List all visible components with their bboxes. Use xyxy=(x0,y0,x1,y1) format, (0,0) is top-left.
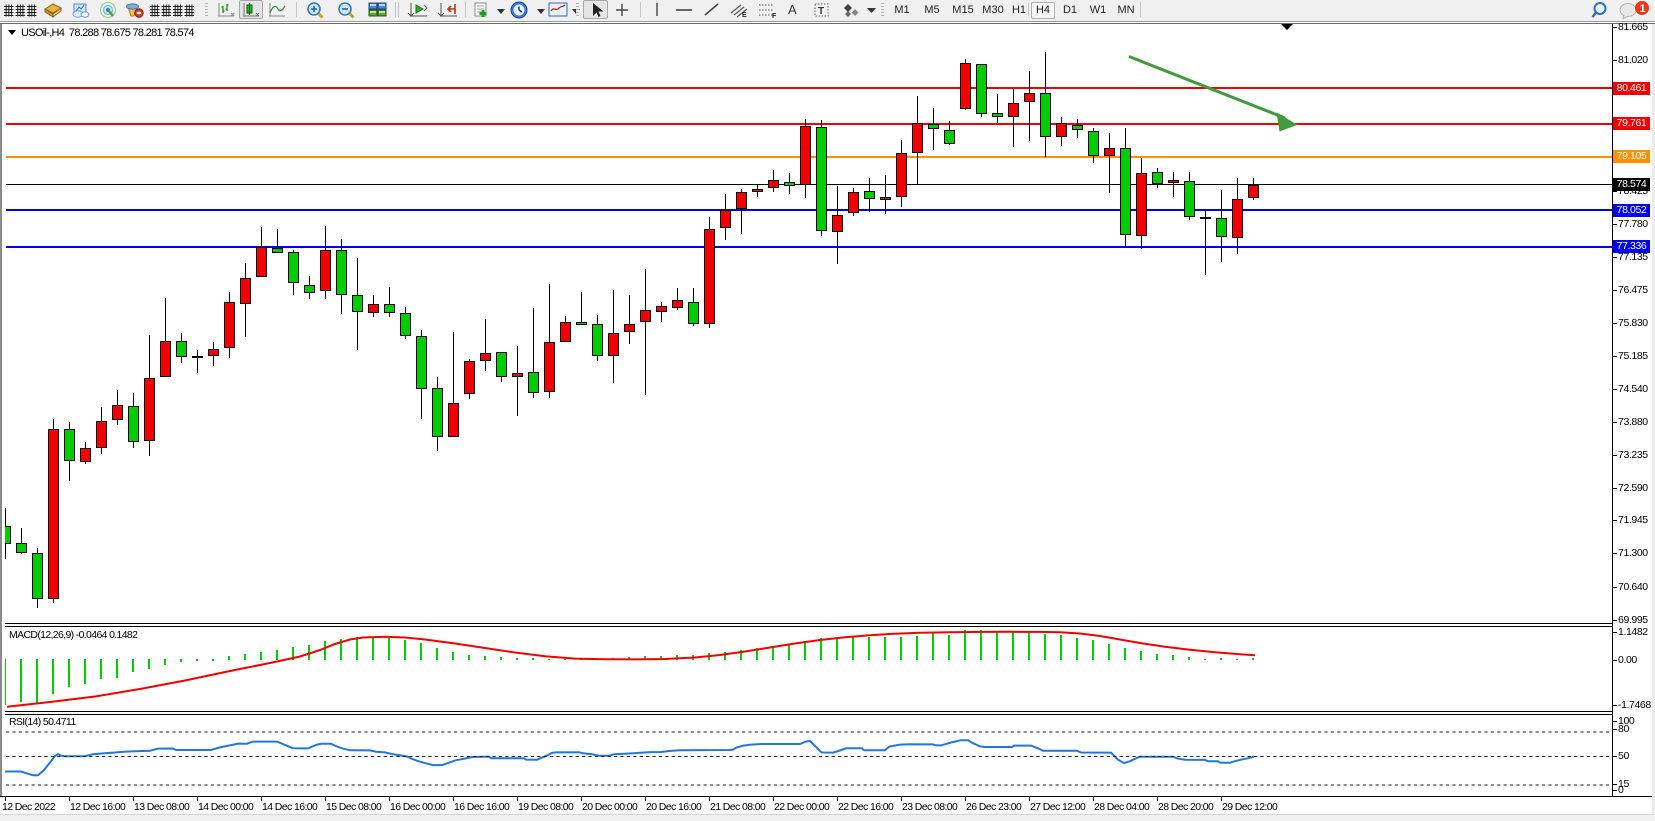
svg-text:1: 1 xyxy=(1640,3,1646,15)
svg-text:F: F xyxy=(772,13,777,19)
svg-text:E: E xyxy=(742,12,747,19)
svg-text:T: T xyxy=(818,6,824,17)
